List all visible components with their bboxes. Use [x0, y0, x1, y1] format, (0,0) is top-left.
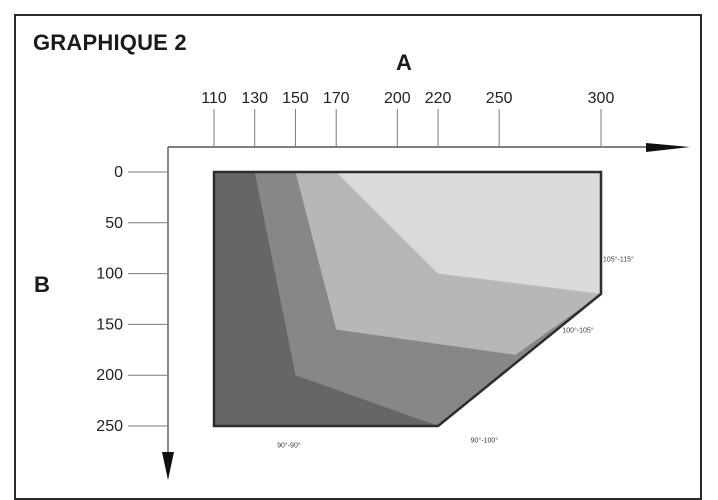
region-label-90-100: 90°-100° [471, 436, 499, 444]
y-tick-label-0: 0 [114, 164, 123, 181]
x-tick-label-300: 300 [588, 90, 615, 107]
x-tick-label-110: 110 [201, 90, 227, 107]
x-tick-label-170: 170 [323, 90, 350, 107]
region-label-100-105: 100°-105° [562, 327, 593, 335]
chart-outline [212, 170, 603, 428]
x-axis-label: A [396, 50, 412, 75]
y-axis-label: B [34, 272, 50, 297]
y-tick-label-100: 100 [96, 266, 123, 283]
x-axis-arrow-icon [646, 143, 690, 152]
y-tick-label-250: 250 [96, 418, 123, 435]
x-tick-label-220: 220 [425, 90, 452, 107]
x-tick-label-150: 150 [282, 90, 309, 107]
y-tick-label-50: 50 [105, 215, 123, 232]
region-label-90-90: 90°-90° [277, 441, 301, 449]
x-tick-label-250: 250 [486, 90, 513, 107]
x-tick-label-130: 130 [241, 90, 268, 107]
x-tick-label-200: 200 [384, 90, 411, 107]
y-tick-label-200: 200 [96, 367, 123, 384]
region-105-115 [336, 172, 601, 294]
region-label-105-115: 105°-115° [603, 255, 634, 263]
y-axis-arrow-icon [162, 452, 174, 480]
y-tick-label-150: 150 [96, 316, 123, 333]
chart-title: GRAPHIQUE 2 [33, 30, 187, 55]
